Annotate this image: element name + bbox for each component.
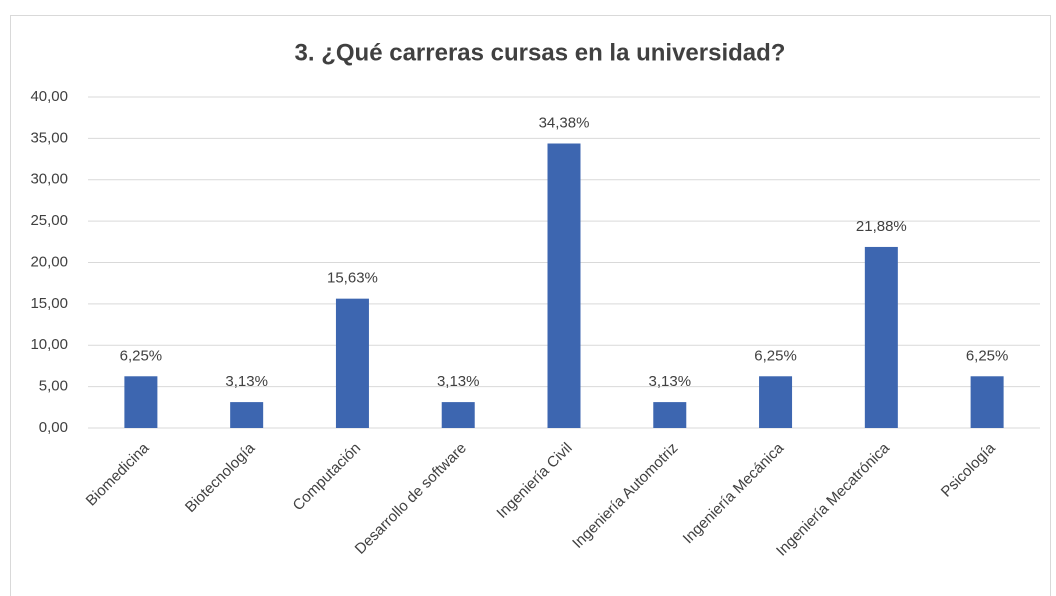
bar: [335, 298, 369, 428]
data-label: 6,25%: [120, 347, 163, 364]
y-tick-label: 25,00: [30, 212, 68, 229]
y-tick-label: 15,00: [30, 295, 68, 312]
y-tick-label: 0,00: [39, 419, 68, 436]
bar: [864, 246, 898, 428]
data-label: 6,25%: [966, 347, 1009, 364]
bar: [970, 376, 1004, 428]
y-tick-label: 20,00: [30, 253, 68, 270]
bar: [441, 402, 475, 428]
data-label: 3,13%: [437, 373, 480, 390]
bar: [759, 376, 793, 428]
data-label: 3,13%: [649, 373, 692, 390]
data-label: 3,13%: [225, 373, 268, 390]
data-label: 6,25%: [754, 347, 797, 364]
data-label: 15,63%: [327, 270, 378, 287]
data-label: 21,88%: [856, 218, 907, 235]
y-tick-label: 10,00: [30, 336, 68, 353]
y-tick-label: 35,00: [30, 129, 68, 146]
bar: [653, 402, 687, 428]
y-tick-label: 30,00: [30, 171, 68, 188]
y-tick-label: 40,00: [30, 88, 68, 105]
bar: [547, 143, 581, 428]
data-label: 34,38%: [539, 114, 590, 131]
bar: [124, 376, 158, 428]
y-tick-label: 5,00: [39, 378, 68, 395]
bar: [230, 402, 264, 428]
chart-title: 3. ¿Qué carreras cursas en la universida…: [295, 39, 786, 66]
